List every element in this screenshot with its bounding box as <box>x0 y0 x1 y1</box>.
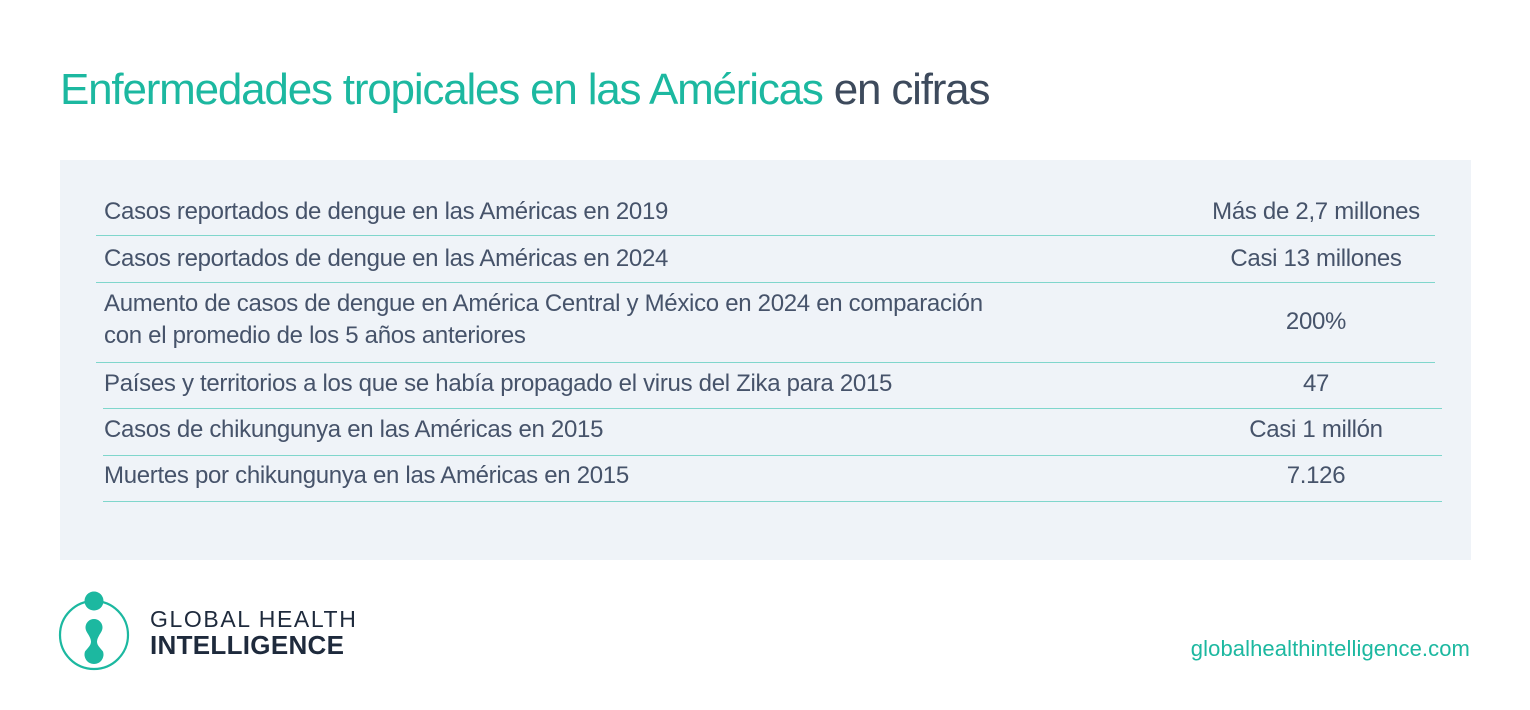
brand-name-line1: GLOBAL HEALTH <box>150 606 358 632</box>
row-value: 7.126 <box>1286 462 1346 489</box>
row-value: Casi 1 millón <box>1249 416 1383 443</box>
brand-name-line2: INTELLIGENCE <box>150 630 345 660</box>
table-row: Países y territorios a los que se había … <box>103 363 1442 409</box>
row-label: Países y territorios a los que se había … <box>104 370 893 397</box>
table-row: Casos reportados de dengue en las Améric… <box>96 236 1435 283</box>
table-row: Muertes por chikungunya en las Américas … <box>103 456 1442 502</box>
row-value: 200% <box>1285 308 1347 335</box>
row-label: Casos reportados de dengue en las Améric… <box>104 198 669 225</box>
page-title: Enfermedades tropicales en las Américas … <box>60 64 991 116</box>
table-row: Casos de chikungunya en las Américas en … <box>103 409 1442 456</box>
row-label: Casos reportados de dengue en las Améric… <box>104 245 669 272</box>
website-link[interactable]: globalhealthintelligence.com <box>1190 636 1470 661</box>
stats-table-panel: Casos reportados de dengue en las Améric… <box>60 160 1471 560</box>
row-value: Casi 13 millones <box>1230 245 1402 272</box>
row-label-line1: Aumento de casos de dengue en América Ce… <box>104 290 983 317</box>
row-value: Más de 2,7 millones <box>1212 198 1420 225</box>
row-label: Casos de chikungunya en las Américas en … <box>104 416 604 443</box>
table-row: Aumento de casos de dengue en América Ce… <box>96 283 1435 363</box>
title-accent: Enfermedades tropicales en las Américas <box>60 65 824 114</box>
global-health-intelligence-logo-icon <box>58 591 130 671</box>
title-rest: en cifras <box>833 65 991 114</box>
row-label: Muertes por chikungunya en las Américas … <box>104 462 629 489</box>
row-label-line2: con el promedio de los 5 años anteriores <box>104 322 526 349</box>
row-value: 47 <box>1302 370 1330 397</box>
table-row: Casos reportados de dengue en las Améric… <box>96 196 1435 236</box>
